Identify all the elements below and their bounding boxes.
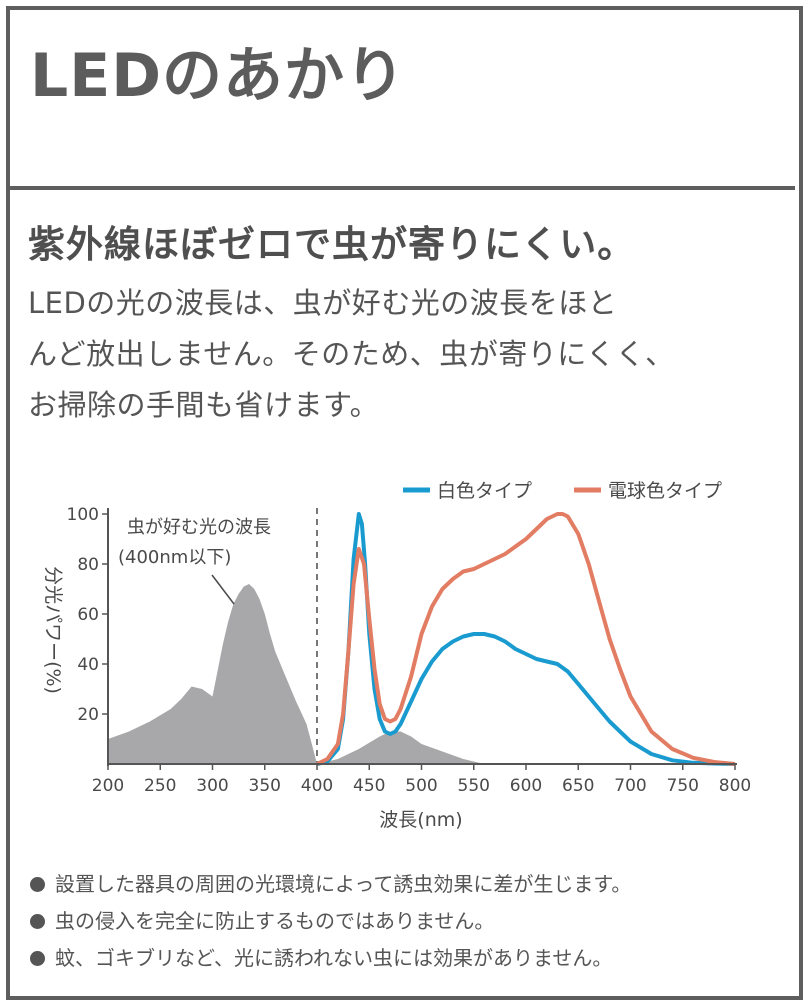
x-tick-label: 600 <box>510 776 542 796</box>
description-line: LEDの光の波長は、虫が好む光の波長をほと <box>28 286 618 320</box>
title-divider <box>10 186 795 190</box>
note-text: 設置した器具の周囲の光環境によって誘虫効果に差が生じます。 <box>55 872 632 896</box>
page-title: LEDのあかり <box>30 41 407 111</box>
legend-label-white: 白色タイプ <box>437 480 532 502</box>
secondary-gray-area <box>317 731 485 764</box>
note-item: 虫の侵入を完全に防止するものではありません。 <box>30 903 631 940</box>
x-tick-label: 200 <box>92 776 124 796</box>
x-tick-label: 550 <box>458 776 490 796</box>
x-tick-label: 300 <box>196 776 228 796</box>
note-text: 蚊、ゴキブリなど、光に誘われない虫には効果がありません。 <box>55 946 613 970</box>
y-tick-label: 100 <box>67 505 99 525</box>
y-tick-label: 80 <box>77 555 99 575</box>
panel-frame <box>6 6 803 1000</box>
insect-label-line2: (400nm以下) <box>118 547 231 568</box>
description: LEDの光の波長は、虫が好む光の波長をほと んど放出しません。そのため、虫が寄り… <box>28 278 778 431</box>
legend-label-warm: 電球色タイプ <box>608 480 722 502</box>
x-tick-label: 800 <box>719 776 751 796</box>
x-tick-label: 350 <box>249 776 281 796</box>
description-line: お掃除の手間も省けます。 <box>28 388 380 422</box>
x-tick-label: 500 <box>405 776 437 796</box>
insect-label-line1: 虫が好む光の波長 <box>127 517 271 538</box>
bullet-icon <box>30 951 45 966</box>
insect-wavelength-area <box>108 584 317 764</box>
series-line-white <box>316 512 736 766</box>
description-line: んど放出しません。そのため、虫が寄りにくく、 <box>28 337 675 371</box>
x-tick-label: 250 <box>144 776 176 796</box>
insect-label-pointer <box>211 574 235 605</box>
x-tick-label: 400 <box>301 776 333 796</box>
y-tick-label: 20 <box>77 705 99 725</box>
note-item: 蚊、ゴキブリなど、光に誘われない虫には効果がありません。 <box>30 940 631 977</box>
y-tick-label: 60 <box>77 605 99 625</box>
y-tick-label: 40 <box>77 655 99 675</box>
spectrum-chart: 虫が好む光の波長 (400nm以下) 200 250 300 350 400 450 500 55… <box>42 480 751 831</box>
bullet-icon <box>30 914 45 929</box>
note-item: 設置した器具の周囲の光環境によって誘虫効果に差が生じます。 <box>30 866 631 903</box>
note-text: 虫の侵入を完全に防止するものではありません。 <box>55 909 495 933</box>
x-tick-label: 750 <box>667 776 699 796</box>
y-axis-title: 分光パワー(%) <box>42 566 64 694</box>
notes-list: 設置した器具の周囲の光環境によって誘虫効果に差が生じます。 虫の侵入を完全に防止… <box>30 866 631 977</box>
x-tick-label: 700 <box>614 776 646 796</box>
x-tick-label: 450 <box>353 776 385 796</box>
headline: 紫外線ほぼゼロで虫が寄りにくい。 <box>28 223 636 266</box>
x-tick-label: 650 <box>562 776 594 796</box>
bullet-icon <box>30 877 45 892</box>
x-axis-title: 波長(nm) <box>379 809 462 831</box>
series-line-warm <box>316 512 736 766</box>
